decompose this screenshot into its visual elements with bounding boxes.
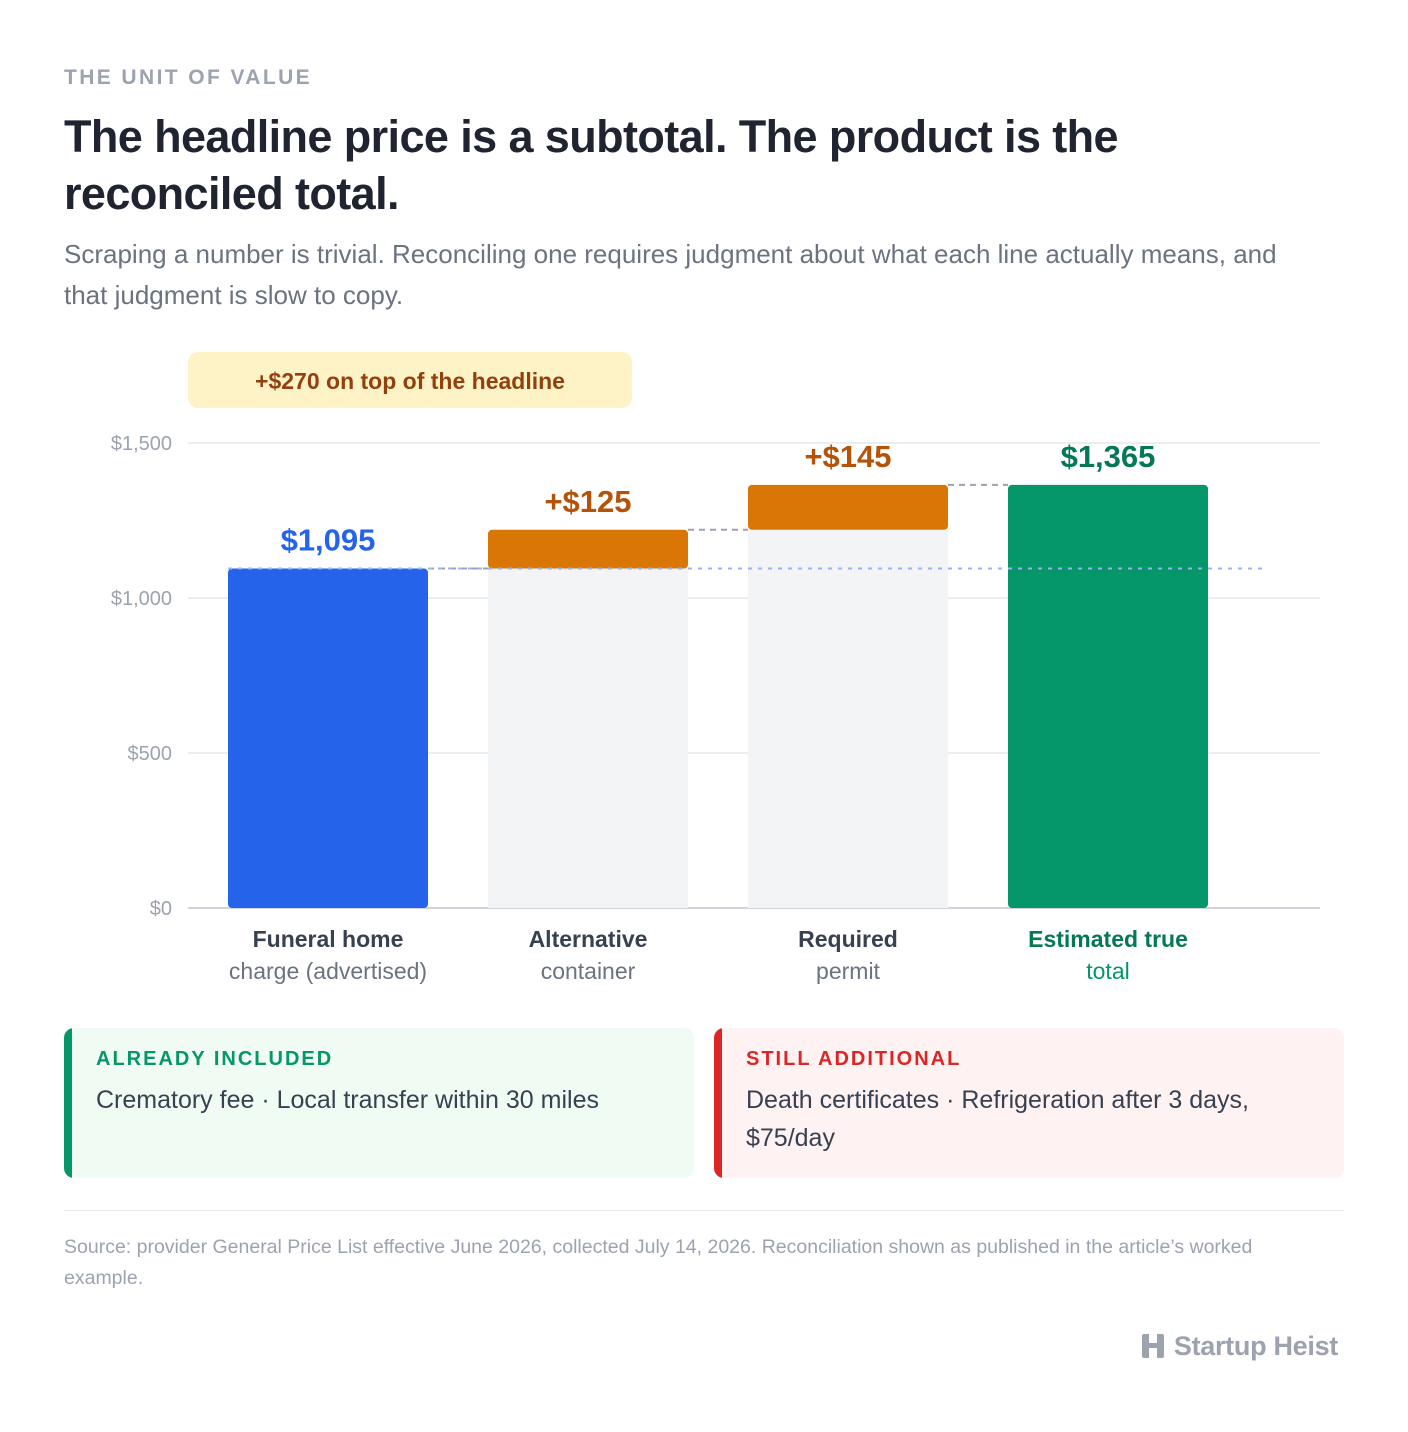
value-label: +$125: [544, 484, 631, 519]
y-tick-label: $500: [128, 743, 173, 765]
category-label-line1: Alternative: [529, 926, 648, 952]
notes-cards: ALREADY INCLUDED Crematory fee · Local t…: [64, 1028, 1344, 1178]
connectors: [228, 483, 1266, 570]
y-tick-label: $1,000: [111, 588, 172, 610]
bar-increment: [488, 529, 688, 569]
waterfall-chart: $0 $500 $1,000 $1,500 $1,095 +$125 +$145 $1,36…: [111, 352, 1320, 984]
brand-logo: Startup Heist: [1140, 1330, 1338, 1362]
bar-base: [228, 568, 428, 908]
category-label-line2: charge (advertised): [229, 958, 427, 984]
source-note: Source: provider General Price List effe…: [64, 1236, 1253, 1289]
bar-total: [1008, 484, 1208, 908]
category-label-line2: total: [1086, 958, 1129, 984]
y-axis-ticks: $0 $500 $1,000 $1,500: [111, 433, 172, 920]
still-additional-body: Death certificates · Refrigeration after…: [746, 1086, 1250, 1152]
value-labels: $1,095 +$125 +$145 $1,365: [281, 439, 1156, 558]
annotation-callout: +$270 on top of the headline: [188, 352, 632, 408]
still-additional-title: STILL ADDITIONAL: [746, 1048, 962, 1070]
bars: [228, 484, 1208, 908]
already-included-title: ALREADY INCLUDED: [96, 1048, 334, 1070]
category-label-line2: permit: [816, 958, 881, 984]
value-label: $1,365: [1061, 439, 1156, 474]
eyebrow: THE UNIT OF VALUE: [64, 66, 313, 89]
y-tick-label: $1,500: [111, 433, 172, 455]
already-included-body: Crematory fee · Local transfer within 30…: [96, 1086, 599, 1114]
bar-increment: [748, 484, 948, 530]
annotation-box: [188, 352, 632, 408]
ghost-bar: [748, 529, 948, 908]
y-tick-label: $0: [150, 898, 172, 920]
category-label-line1: Required: [798, 926, 898, 952]
value-label: +$145: [804, 439, 891, 474]
category-label-line1: Funeral home: [253, 926, 404, 952]
already-included-card: ALREADY INCLUDED Crematory fee · Local t…: [64, 1028, 694, 1178]
still-additional-card: STILL ADDITIONAL Death certificates · Re…: [714, 1028, 1344, 1178]
ghost-bar: [488, 568, 688, 908]
footer-divider: [64, 1210, 1344, 1211]
chart-subtitle: Scraping a number is trivial. Reconcilin…: [64, 239, 1277, 310]
category-label-line1: Estimated true: [1028, 926, 1188, 952]
category-label-line2: container: [541, 958, 636, 984]
h-logo-icon: [1141, 1334, 1164, 1358]
brand-name: Startup Heist: [1173, 1330, 1338, 1361]
annotation-text: +$270 on top of the headline: [255, 368, 565, 394]
value-label: $1,095: [281, 523, 376, 558]
ghost-bars: [488, 529, 948, 908]
chart-title: The headline price is a subtotal. The pr…: [64, 111, 1119, 219]
category-labels: Funeral home charge (advertised) Alternati…: [229, 926, 1188, 984]
